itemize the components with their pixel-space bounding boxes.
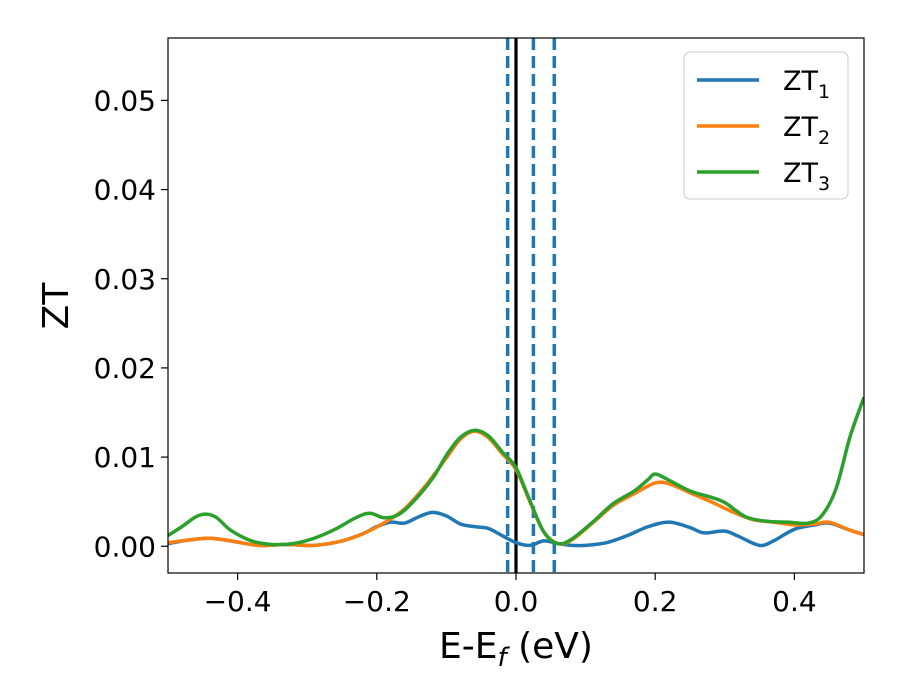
legend-label-zt3: ZT3: [783, 158, 830, 195]
x-axis-label: E-Ef (eV): [439, 626, 593, 673]
series-lines: [168, 396, 864, 548]
series-line-zt3: [168, 396, 864, 547]
legend: ZT1 ZT2 ZT3: [683, 51, 849, 200]
y-axis-label: ZT: [36, 282, 77, 330]
y-axis: 0.00 0.01 0.02 0.03 0.04 0.05: [94, 84, 168, 563]
x-tick-label: 0.2: [633, 585, 678, 618]
y-tick-label: 0.02: [94, 352, 156, 385]
y-tick-label: 0.03: [94, 263, 156, 296]
y-tick-label: 0.01: [94, 441, 156, 474]
legend-label-zt1: ZT1: [783, 66, 830, 103]
y-tick-label: 0.00: [94, 530, 156, 563]
reference-lines: [505, 38, 557, 573]
x-tick-label: 0.0: [494, 585, 539, 618]
x-axis: −0.4 −0.2 0.0 0.2 0.4: [204, 573, 817, 618]
x-tick-label: 0.4: [772, 585, 817, 618]
x-tick-label: −0.4: [204, 585, 272, 618]
legend-label-zt2: ZT2: [783, 112, 830, 149]
x-tick-label: −0.2: [343, 585, 411, 618]
y-tick-label: 0.05: [94, 84, 156, 117]
legend-frame: [683, 51, 849, 200]
y-tick-label: 0.04: [94, 174, 156, 207]
